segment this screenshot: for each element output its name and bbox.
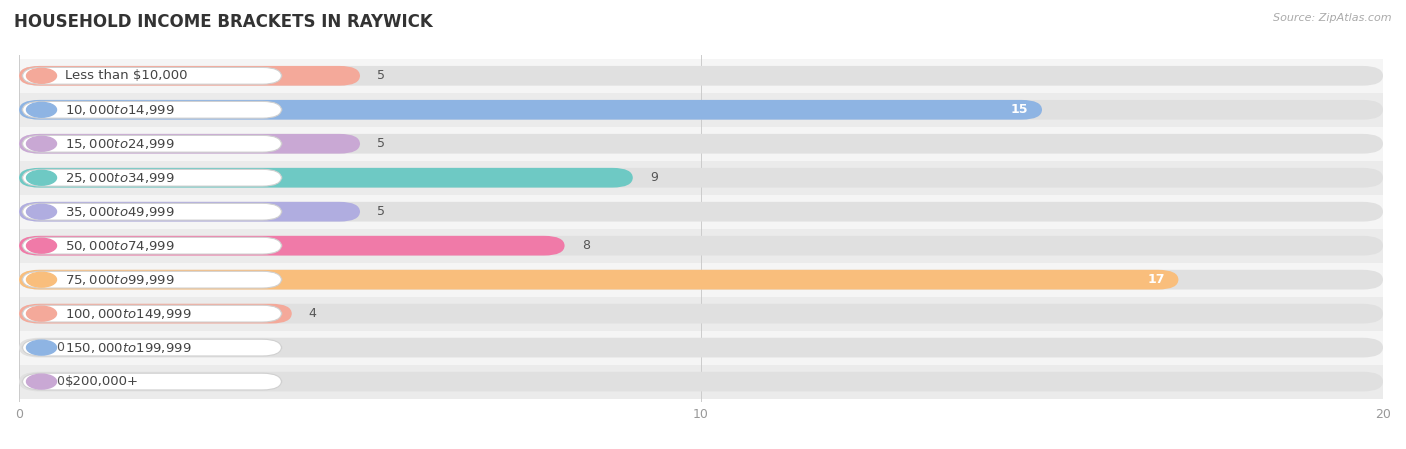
Bar <box>20 59 1384 93</box>
Bar <box>20 93 1384 127</box>
Bar <box>20 195 1384 229</box>
Text: $15,000 to $24,999: $15,000 to $24,999 <box>65 137 174 151</box>
Bar <box>20 127 1384 161</box>
Text: 17: 17 <box>1147 273 1164 286</box>
FancyBboxPatch shape <box>20 202 1384 221</box>
FancyBboxPatch shape <box>22 271 281 288</box>
Text: 9: 9 <box>650 171 658 184</box>
Text: 4: 4 <box>309 307 316 320</box>
Circle shape <box>27 306 56 321</box>
FancyBboxPatch shape <box>22 305 281 322</box>
FancyBboxPatch shape <box>22 136 281 152</box>
FancyBboxPatch shape <box>20 236 1384 255</box>
FancyBboxPatch shape <box>20 66 1384 86</box>
FancyBboxPatch shape <box>20 304 292 323</box>
FancyBboxPatch shape <box>20 270 1178 290</box>
FancyBboxPatch shape <box>20 100 1384 119</box>
Circle shape <box>27 340 56 355</box>
Text: 8: 8 <box>582 239 589 252</box>
Text: $75,000 to $99,999: $75,000 to $99,999 <box>65 273 174 286</box>
FancyBboxPatch shape <box>22 67 281 84</box>
Text: Source: ZipAtlas.com: Source: ZipAtlas.com <box>1274 13 1392 23</box>
FancyBboxPatch shape <box>20 100 1042 119</box>
FancyBboxPatch shape <box>20 270 1384 290</box>
Text: $25,000 to $34,999: $25,000 to $34,999 <box>65 171 174 185</box>
Circle shape <box>27 204 56 219</box>
Bar <box>20 263 1384 297</box>
Text: $100,000 to $149,999: $100,000 to $149,999 <box>65 307 191 321</box>
FancyBboxPatch shape <box>20 236 565 255</box>
Bar <box>20 330 1384 365</box>
Text: 0: 0 <box>56 341 65 354</box>
Bar <box>20 365 1384 399</box>
FancyBboxPatch shape <box>20 202 360 221</box>
FancyBboxPatch shape <box>20 134 1384 154</box>
FancyBboxPatch shape <box>22 373 281 390</box>
FancyBboxPatch shape <box>20 134 360 154</box>
FancyBboxPatch shape <box>22 203 281 220</box>
FancyBboxPatch shape <box>20 338 1384 357</box>
FancyBboxPatch shape <box>22 238 281 254</box>
FancyBboxPatch shape <box>20 304 1384 323</box>
Text: $150,000 to $199,999: $150,000 to $199,999 <box>65 341 191 355</box>
Text: $10,000 to $14,999: $10,000 to $14,999 <box>65 103 174 117</box>
Text: 0: 0 <box>56 375 65 388</box>
FancyBboxPatch shape <box>20 372 1384 392</box>
Circle shape <box>27 374 56 389</box>
Text: $35,000 to $49,999: $35,000 to $49,999 <box>65 205 174 219</box>
FancyBboxPatch shape <box>20 168 633 188</box>
Circle shape <box>27 272 56 287</box>
Bar <box>20 229 1384 263</box>
Text: 5: 5 <box>377 137 385 150</box>
Bar <box>20 161 1384 195</box>
Text: $200,000+: $200,000+ <box>65 375 139 388</box>
Text: 15: 15 <box>1011 103 1028 116</box>
Circle shape <box>27 170 56 185</box>
FancyBboxPatch shape <box>20 168 1384 188</box>
Text: 5: 5 <box>377 69 385 82</box>
Circle shape <box>27 238 56 253</box>
Circle shape <box>27 102 56 117</box>
Bar <box>20 297 1384 330</box>
FancyBboxPatch shape <box>22 339 281 356</box>
FancyBboxPatch shape <box>20 66 360 86</box>
FancyBboxPatch shape <box>22 169 281 186</box>
FancyBboxPatch shape <box>22 101 281 118</box>
Text: 5: 5 <box>377 205 385 218</box>
Circle shape <box>27 136 56 151</box>
Text: HOUSEHOLD INCOME BRACKETS IN RAYWICK: HOUSEHOLD INCOME BRACKETS IN RAYWICK <box>14 13 433 31</box>
Text: $50,000 to $74,999: $50,000 to $74,999 <box>65 239 174 253</box>
Circle shape <box>27 68 56 83</box>
Text: Less than $10,000: Less than $10,000 <box>65 69 187 82</box>
